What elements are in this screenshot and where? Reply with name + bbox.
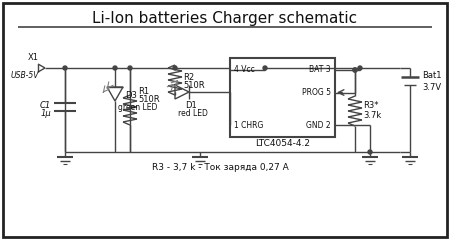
Circle shape — [173, 66, 177, 70]
Circle shape — [263, 66, 267, 70]
Text: 3.7V: 3.7V — [422, 83, 441, 91]
Circle shape — [113, 66, 117, 70]
Text: 510R: 510R — [183, 82, 205, 90]
Text: green LED: green LED — [118, 102, 158, 112]
Circle shape — [368, 150, 372, 154]
Text: red LED: red LED — [178, 108, 208, 118]
Circle shape — [128, 66, 132, 70]
Text: 3.7k: 3.7k — [363, 112, 381, 120]
Text: X1: X1 — [28, 53, 39, 61]
Text: Li-Ion batteries Charger schematic: Li-Ion batteries Charger schematic — [92, 12, 358, 26]
Text: R1: R1 — [138, 88, 149, 96]
Bar — [230, 58, 335, 137]
Text: R3*: R3* — [363, 102, 378, 110]
Circle shape — [353, 68, 357, 72]
Circle shape — [63, 66, 67, 70]
Text: R3 - 3,7 k - Ток заряда 0,27 A: R3 - 3,7 k - Ток заряда 0,27 A — [152, 163, 288, 173]
Text: PROG 5: PROG 5 — [302, 88, 331, 97]
Text: LTC4054-4.2: LTC4054-4.2 — [255, 139, 310, 149]
Text: 4 Vcc: 4 Vcc — [234, 66, 255, 74]
Circle shape — [353, 68, 357, 72]
Text: USB-5V: USB-5V — [11, 71, 40, 79]
Circle shape — [358, 66, 362, 70]
Text: 1µ: 1µ — [40, 108, 51, 118]
Text: Bat1: Bat1 — [422, 71, 441, 79]
Text: 1 CHRG: 1 CHRG — [234, 120, 263, 130]
Text: D1: D1 — [185, 101, 197, 109]
Text: GND 2: GND 2 — [306, 120, 331, 130]
Text: C1: C1 — [40, 101, 51, 109]
Text: R2: R2 — [183, 73, 194, 83]
Text: D3: D3 — [125, 91, 137, 101]
Text: BAT 3: BAT 3 — [310, 66, 331, 74]
Text: 510R: 510R — [138, 96, 160, 104]
